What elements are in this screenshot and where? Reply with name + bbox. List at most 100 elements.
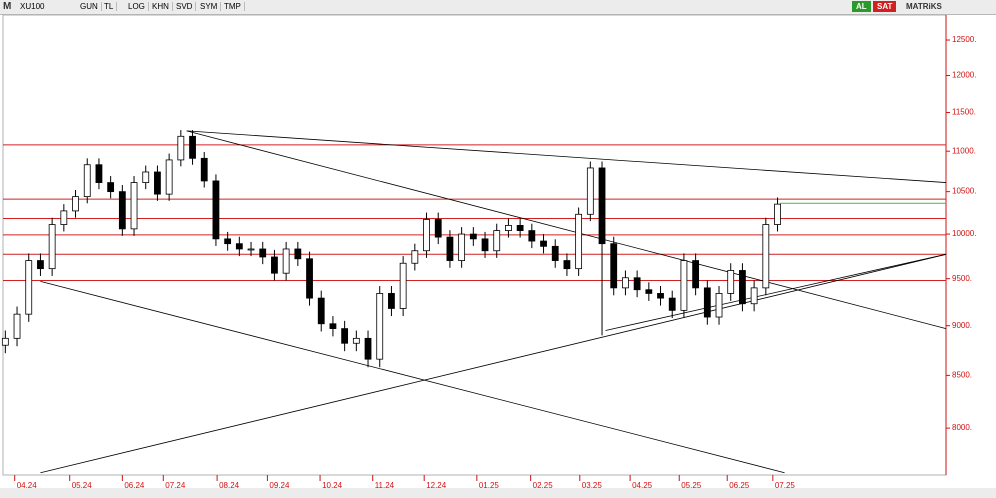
trend-line <box>605 253 947 331</box>
candle-body <box>575 213 583 270</box>
trend-line <box>40 253 947 474</box>
toolbar-button[interactable]: SVD <box>176 2 197 11</box>
trend-line <box>186 130 947 329</box>
candle-body <box>294 248 302 260</box>
toolbar-button[interactable]: KHN <box>152 2 173 11</box>
candle-body <box>586 167 594 215</box>
candle-body <box>762 224 770 289</box>
candle-body <box>715 293 723 318</box>
candle-body <box>668 297 676 311</box>
x-tick-label: 04.24 <box>17 481 38 490</box>
sell-button[interactable]: SAT <box>873 1 897 12</box>
x-tick-label: 08.24 <box>219 481 240 490</box>
x-tick-label: 04.25 <box>632 481 653 490</box>
y-tick-label: 8000. <box>952 423 972 432</box>
candle-body <box>551 245 559 261</box>
candle-body <box>774 203 781 225</box>
candle-body <box>563 260 571 270</box>
candle-body <box>142 171 150 183</box>
candle-body <box>411 250 419 264</box>
y-tick-label: 9500. <box>952 274 972 283</box>
candle-body <box>505 225 512 231</box>
candle-body <box>516 225 524 231</box>
scrollbar[interactable] <box>0 488 996 498</box>
x-tick-label: 09.24 <box>269 481 290 490</box>
trend-line <box>40 281 785 474</box>
x-tick-label: 06.24 <box>124 481 145 490</box>
candle-body <box>317 297 325 325</box>
trend-line <box>186 130 947 183</box>
candle-body <box>657 293 664 299</box>
candle-body <box>481 238 489 252</box>
logo: M <box>3 1 12 12</box>
candle-body <box>1 337 9 346</box>
candle-body <box>224 238 232 245</box>
candle-body <box>25 260 33 315</box>
candle-body <box>235 243 243 250</box>
candle-body <box>165 159 173 195</box>
candle-body <box>212 180 220 240</box>
candle-body <box>680 260 688 311</box>
candle-body <box>107 182 115 193</box>
candle-body <box>540 240 547 247</box>
toolbar-button[interactable]: SYM <box>200 2 222 11</box>
candle-body <box>306 258 313 299</box>
x-tick-label: 02.25 <box>533 481 554 490</box>
candle-body <box>364 337 372 360</box>
y-tick-label: 11500. <box>952 108 976 117</box>
plot-area <box>2 14 947 476</box>
candle-body <box>528 230 536 242</box>
candle-body <box>329 323 337 329</box>
symbol[interactable]: XU100 <box>20 2 45 11</box>
candle-body <box>598 167 606 245</box>
candle-body <box>200 157 208 182</box>
candle-body <box>703 287 711 318</box>
candle-body <box>13 313 21 339</box>
toolbar-button[interactable]: LOG <box>128 2 149 11</box>
candle-body <box>37 260 44 270</box>
candle-body <box>399 262 407 309</box>
candle-body <box>458 233 466 261</box>
candle-body <box>282 248 290 274</box>
x-tick-label: 07.25 <box>775 481 796 490</box>
candle-body <box>271 256 278 274</box>
candle-body <box>469 233 477 240</box>
toolbar-button[interactable]: GUN <box>80 2 102 11</box>
candle-body <box>423 219 430 252</box>
buy-button[interactable]: AL <box>852 1 871 12</box>
candle-body <box>259 248 267 258</box>
candle-body <box>177 135 185 161</box>
y-tick-label: 12000. <box>952 71 976 80</box>
x-tick-label: 01.25 <box>479 481 500 490</box>
x-tick-label: 11.24 <box>375 481 395 490</box>
candle-body <box>341 328 349 344</box>
candle-body <box>493 230 501 252</box>
x-tick-label: 10.24 <box>322 481 343 490</box>
brand: MATRiKS <box>906 2 942 11</box>
x-tick-label: 12.24 <box>426 481 447 490</box>
y-tick-label: 10500. <box>952 187 976 196</box>
candle-body <box>750 287 758 305</box>
candle-body <box>130 182 138 230</box>
toolbar-button[interactable]: TMP <box>224 2 245 11</box>
candle-body <box>154 171 161 195</box>
candle-body <box>739 270 746 305</box>
x-tick-label: 06.25 <box>729 481 750 490</box>
candle-body <box>60 210 68 225</box>
candle-body <box>622 277 629 289</box>
y-tick-label: 12500. <box>952 35 976 44</box>
candle-body <box>434 219 442 238</box>
candle-body <box>48 224 56 270</box>
candle-body <box>247 248 255 251</box>
toolbar-button[interactable]: TL <box>104 2 118 11</box>
y-tick-label: 11000. <box>952 146 976 155</box>
candle-body <box>352 337 360 344</box>
candle-body <box>645 289 653 294</box>
candle-body <box>727 270 735 294</box>
x-tick-label: 05.24 <box>72 481 93 490</box>
x-tick-label: 05.25 <box>681 481 702 490</box>
candle-body <box>388 293 395 309</box>
candle-body <box>610 243 618 289</box>
